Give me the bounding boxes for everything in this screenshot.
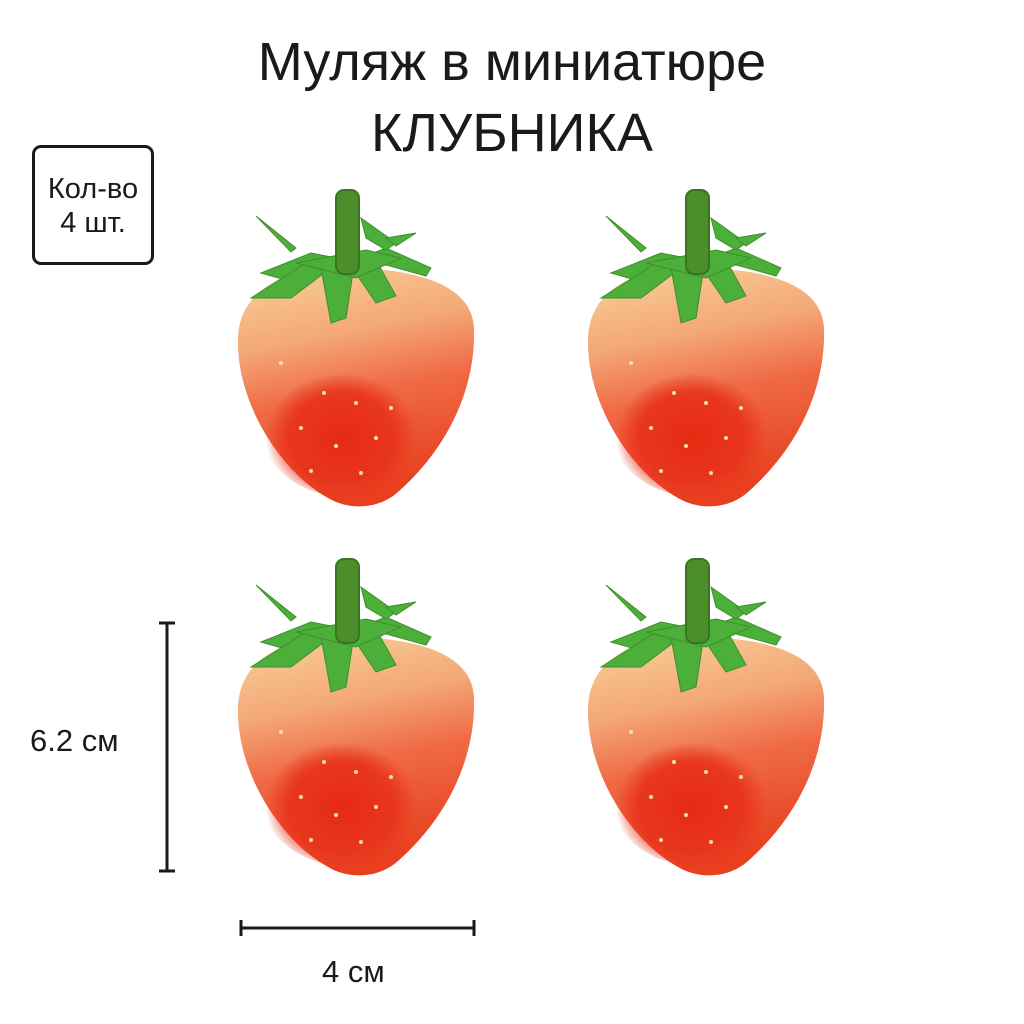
title-line-1: Муляж в миниатюре xyxy=(257,32,767,92)
width-label: 4 см xyxy=(322,954,385,989)
quantity-value: 4 шт. xyxy=(60,207,126,239)
height-label: 6.2 см xyxy=(30,723,119,758)
quantity-badge: Кол-во 4 шт. xyxy=(32,145,154,265)
title-line-2: КЛУБНИКА xyxy=(371,103,653,163)
quantity-label: Кол-во xyxy=(47,173,139,205)
